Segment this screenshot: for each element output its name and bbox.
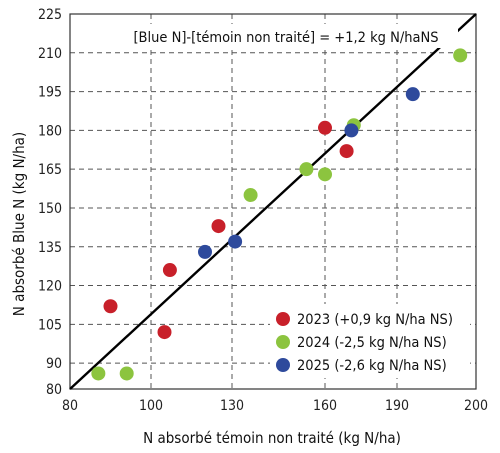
legend-label-2025: 2025 (-2,6 kg N/ha NS) [297,358,447,374]
y-tick-label: 120 [38,279,62,295]
annotation-text: [Blue N]-[témoin non traité] = +1,2 kg N… [133,30,438,46]
y-tick-label: 195 [38,85,62,101]
data-point-series-1 [211,219,226,234]
legend-background [270,304,470,378]
data-point-series-2 [299,162,314,177]
y-tick-labels: 80 90 105 120 135 150 165 180 195 210 225 [38,7,62,398]
legend-marker-2025 [276,358,290,372]
data-point-series-3 [228,234,243,249]
data-point-series-2 [91,366,106,381]
y-tick-label: 180 [38,123,62,139]
data-points [91,48,468,381]
y-tick-label: 150 [38,201,62,217]
data-point-series-1 [103,299,118,314]
data-point-series-1 [339,144,354,159]
y-axis-label: N absorbé Blue N (kg N/ha) [10,132,28,316]
plot-frame [69,13,477,390]
x-tick-label: 190 [385,398,409,414]
y-tick-label: 165 [38,162,62,178]
data-point-series-1 [318,120,332,135]
x-tick-labels: 80 100 130 160 190 200 [62,398,488,414]
y-tick-label: 210 [38,46,62,62]
data-point-series-3 [405,87,420,102]
x-tick-label: 200 [464,398,488,414]
x-tick-label: 130 [220,398,244,414]
legend-label-2024: 2024 (-2,5 kg N/ha NS) [297,335,447,351]
legend-label-2023: 2023 (+0,9 kg N/ha NS) [297,312,453,328]
x-tick-label: 80 [62,398,78,414]
data-point-series-2 [243,188,258,203]
annotation-background [114,24,458,48]
y-tick-label: 135 [38,240,62,256]
y-tick-label: 90 [46,356,62,372]
legend-marker-2024 [276,335,290,349]
x-tick-label: 160 [313,398,337,414]
data-point-series-2 [119,366,134,381]
data-point-series-2 [318,167,332,182]
reference-line [69,13,477,390]
legend-marker-2023 [276,312,290,326]
data-point-series-1 [157,325,172,340]
data-point-series-3 [344,123,359,138]
data-point-series-1 [162,263,177,278]
x-axis-label: N absorbé témoin non traité (kg N/ha) [143,429,401,447]
x-tick-label: 100 [139,398,163,414]
y-tick-label: 80 [46,382,62,398]
y-tick-label: 105 [38,317,62,333]
legend: 2023 (+0,9 kg N/ha NS) 2024 (-2,5 kg N/h… [270,304,470,378]
data-point-series-3 [198,244,212,259]
data-point-series-2 [453,48,468,63]
y-tick-label: 225 [38,7,62,23]
